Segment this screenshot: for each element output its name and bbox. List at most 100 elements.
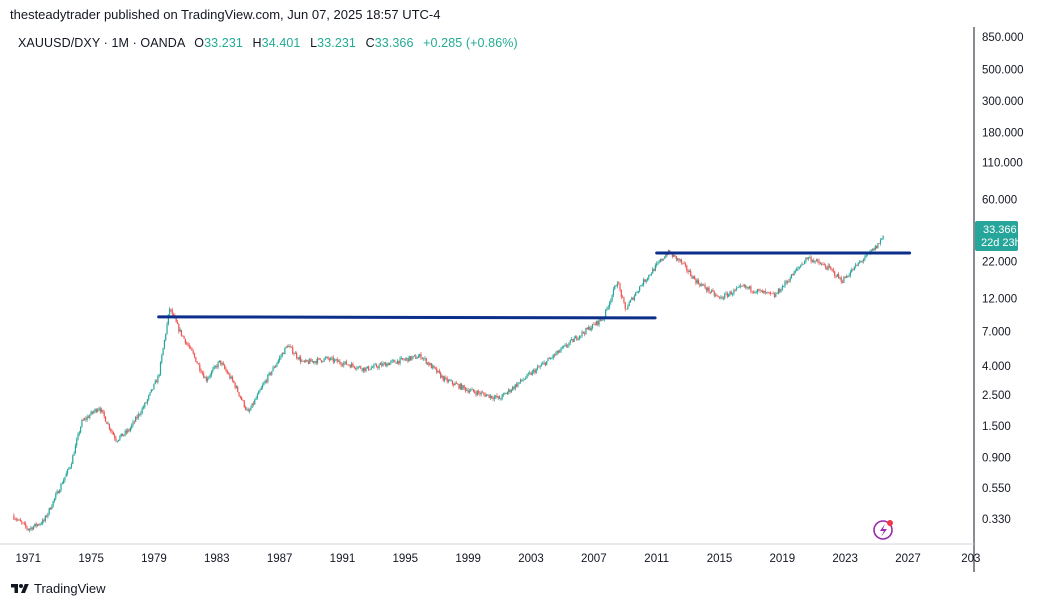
candle: [447, 378, 450, 384]
candle: [504, 392, 506, 396]
candle: [237, 385, 239, 393]
candle: [773, 292, 776, 299]
candle: [530, 371, 532, 376]
lightning-alert-icon[interactable]: [873, 520, 893, 540]
candle: [878, 242, 880, 244]
candle: [843, 275, 845, 284]
candle: [873, 247, 875, 252]
candle: [366, 366, 368, 369]
candle: [225, 366, 227, 372]
candle: [461, 383, 463, 391]
price-chart[interactable]: 850.000 500.000 300.000 180.000 110.000 60.00…: [0, 27, 1048, 572]
candle: [443, 375, 446, 383]
candle: [158, 373, 160, 378]
candle: [87, 415, 90, 419]
candle: [66, 468, 69, 476]
candle: [688, 269, 690, 273]
candle: [756, 288, 759, 295]
candle: [343, 360, 345, 368]
candle: [362, 367, 365, 373]
candle: [328, 357, 330, 363]
price-tick-label: 0.900: [982, 453, 1011, 465]
candle: [110, 427, 112, 434]
symbol-title[interactable]: XAUUSD/DXY · 1M · OANDA: [18, 36, 185, 50]
candle: [840, 275, 842, 284]
candle: [27, 528, 29, 531]
candle: [640, 284, 642, 287]
candle: [209, 373, 211, 379]
candle: [814, 260, 816, 265]
candle: [411, 355, 413, 361]
symbol-legend[interactable]: XAUUSD/DXY · 1M · OANDA O33.231 H34.401 …: [18, 36, 518, 50]
time-tick-label: 2011: [644, 553, 669, 565]
candle: [49, 506, 52, 510]
candle: [306, 359, 308, 362]
time-tick-label: 1975: [78, 553, 104, 565]
candle: [322, 360, 324, 363]
candle: [341, 362, 344, 368]
candle: [284, 347, 286, 355]
candle: [114, 432, 116, 441]
candle: [340, 361, 342, 368]
candle: [297, 356, 299, 361]
candle: [657, 260, 659, 266]
candle: [227, 371, 230, 375]
candle: [766, 291, 768, 294]
candle: [220, 360, 222, 366]
candle: [508, 388, 510, 395]
candle: [713, 290, 715, 298]
candle: [150, 389, 152, 393]
candle: [679, 258, 681, 263]
candle: [823, 262, 825, 266]
candle: [120, 433, 122, 438]
candle: [31, 526, 33, 531]
candle: [749, 285, 751, 290]
candle: [607, 304, 609, 311]
candle: [743, 283, 745, 288]
candle: [222, 361, 224, 366]
candle: [533, 368, 535, 374]
time-tick-label: 2015: [707, 553, 733, 565]
candle: [152, 389, 154, 392]
candle: [107, 421, 109, 425]
candle: [199, 362, 201, 373]
candle: [751, 291, 753, 294]
candle: [178, 323, 180, 334]
candle: [552, 354, 554, 361]
candle: [136, 414, 138, 420]
candle: [803, 260, 806, 265]
candle: [718, 296, 721, 300]
candle: [731, 292, 734, 297]
candle: [720, 295, 722, 300]
candle: [23, 521, 25, 526]
candle: [796, 266, 798, 272]
candle: [841, 279, 844, 284]
candle: [492, 395, 494, 402]
candle: [662, 258, 664, 262]
candle: [375, 363, 378, 368]
candle: [697, 278, 700, 285]
candle: [784, 279, 786, 288]
candle: [527, 372, 529, 377]
candle: [523, 378, 526, 381]
tradingview-footer[interactable]: TradingView: [10, 581, 106, 596]
candle: [491, 395, 493, 399]
candle: [285, 346, 287, 349]
candle: [381, 361, 383, 368]
candle: [502, 392, 505, 397]
candle: [687, 268, 689, 275]
candle: [434, 367, 437, 370]
time-axis[interactable]: 1971 1975 1979 1983 1987 1991 1995 1999 2003 2007…: [15, 553, 980, 565]
price-axis[interactable]: 850.000 500.000 300.000 180.000 110.000 60.00…: [982, 32, 1024, 526]
candle: [692, 275, 694, 279]
horizontal-trendline[interactable]: [157, 315, 657, 320]
candle: [309, 357, 311, 364]
candle: [807, 256, 810, 261]
candle: [654, 263, 656, 272]
candle: [488, 394, 490, 399]
candle: [518, 382, 520, 385]
candle: [642, 277, 645, 287]
candle: [76, 437, 78, 448]
candle: [691, 274, 693, 280]
candle: [28, 528, 31, 533]
